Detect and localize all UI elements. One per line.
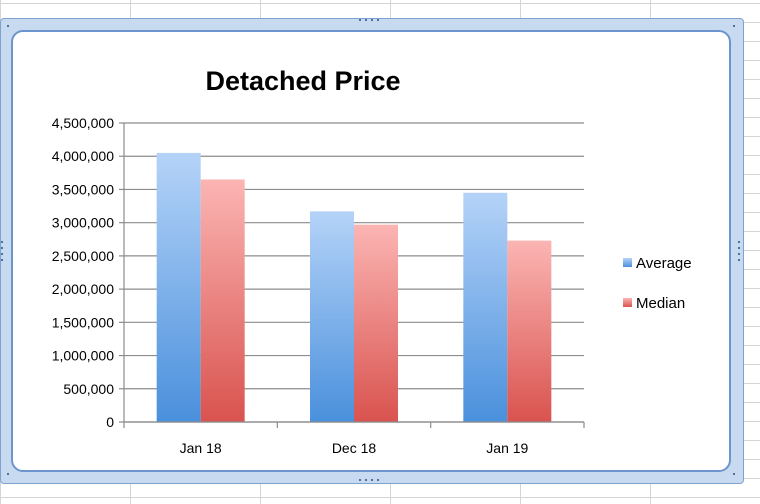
x-tick-label: Dec 18 — [332, 440, 377, 456]
bar-median-jan-19[interactable] — [507, 240, 552, 422]
bar-chart: Detached Price 0 500,000 1,000,000 1,500,00… — [52, 66, 692, 456]
resize-handle-bottom-left[interactable] — [5, 471, 13, 479]
y-axis-tick-labels: 0 500,000 1,000,000 1,500,000 2,000,000 2,500… — [52, 115, 115, 430]
resize-handle-top-right[interactable] — [731, 23, 739, 31]
y-tick-label: 2,000,000 — [52, 281, 114, 297]
legend-swatch-average — [623, 258, 632, 267]
legend-swatch-median — [623, 298, 632, 307]
y-tick-label: 0 — [106, 414, 114, 430]
y-tick-label: 4,000,000 — [52, 148, 114, 164]
legend: Average Median — [623, 255, 692, 312]
bar-average-jan-19[interactable] — [463, 192, 508, 422]
bar-median-dec-18[interactable] — [354, 224, 398, 422]
y-tick-label: 3,000,000 — [52, 215, 114, 231]
bar-median-jan-18[interactable] — [200, 179, 245, 422]
y-tick-label: 4,500,000 — [52, 115, 114, 131]
y-tick-label: 2,500,000 — [52, 248, 114, 264]
y-tick-label: 3,500,000 — [52, 181, 114, 197]
resize-handle-bottom[interactable] — [357, 477, 383, 483]
legend-label-median: Median — [636, 295, 685, 312]
y-tick-label: 500,000 — [63, 381, 114, 397]
x-axis: Jan 18 Dec 18 Jan 19 — [123, 123, 585, 456]
y-tick-label: 1,000,000 — [52, 348, 114, 364]
resize-handle-left[interactable] — [0, 239, 5, 265]
legend-label-average: Average — [636, 255, 692, 272]
resize-handle-bottom-right[interactable] — [731, 471, 739, 479]
chart-title: Detached Price — [205, 66, 400, 96]
bar-average-dec-18[interactable] — [310, 211, 354, 422]
bars — [156, 152, 552, 422]
y-tick-label: 1,500,000 — [52, 314, 114, 330]
resize-handle-top-left[interactable] — [5, 23, 13, 31]
bar-average-jan-18[interactable] — [156, 152, 201, 422]
resize-handle-top[interactable] — [357, 17, 383, 23]
resize-handle-right[interactable] — [736, 239, 742, 265]
x-tick-label: Jan 19 — [486, 440, 528, 456]
x-tick-label: Jan 18 — [180, 440, 222, 456]
chart-area[interactable]: Detached Price 0 500,000 1,000,000 1,500,00… — [11, 30, 731, 472]
